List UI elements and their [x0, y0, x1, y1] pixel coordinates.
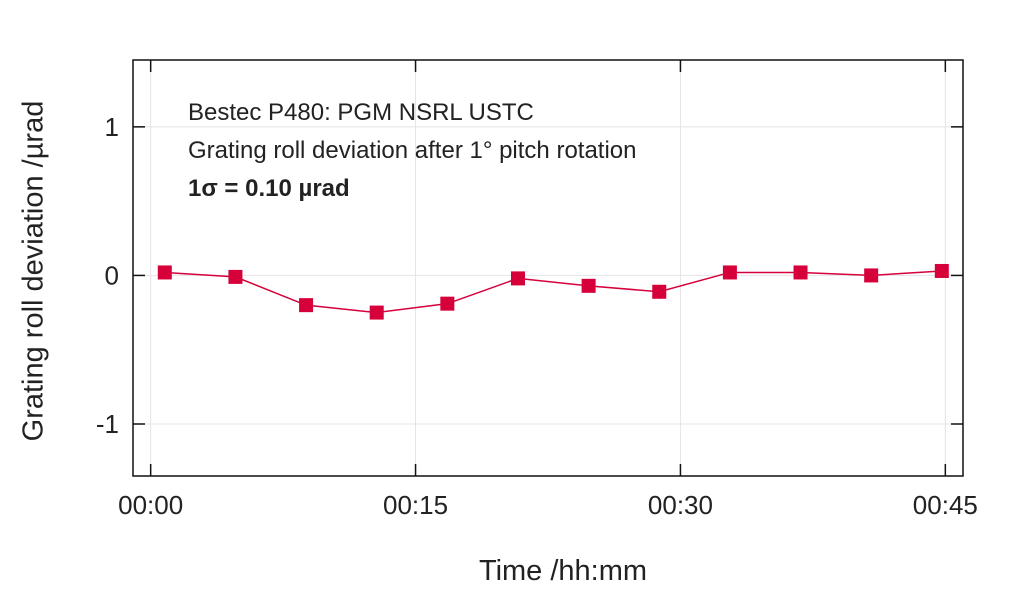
data-point [722, 265, 737, 280]
data-point [299, 298, 314, 313]
data-point [369, 305, 384, 320]
x-tick-label: 00:00 [118, 490, 183, 520]
series-layer [157, 263, 949, 320]
axis-ticks [133, 60, 963, 476]
data-point [228, 269, 243, 284]
y-axis-label: Grating roll deviation /µrad [18, 101, 50, 442]
x-tick-label: 00:15 [383, 490, 448, 520]
plot-frame [132, 59, 964, 477]
annotation-line: 1σ = 0.10 µrad [188, 175, 350, 202]
data-point [510, 271, 525, 286]
annotation-line: Grating roll deviation after 1° pitch ro… [188, 137, 637, 164]
grid-lines [133, 60, 963, 476]
annotation-line: Bestec P480: PGM NSRL USTC [188, 99, 534, 126]
data-point [440, 296, 455, 311]
data-point [157, 265, 172, 280]
annotations: Bestec P480: PGM NSRL USTC Grating roll d… [188, 99, 637, 202]
data-point [652, 284, 667, 299]
data-point [793, 265, 808, 280]
x-tick-label: 00:45 [913, 490, 978, 520]
series-line [164, 270, 942, 314]
tick-labels: 00:00 00:15 00:30 00:45 1 0 -1 [96, 112, 978, 520]
x-tick-label: 00:30 [648, 490, 713, 520]
x-axis-label: Time /hh:mm [479, 555, 647, 587]
data-point [581, 278, 596, 293]
data-point [934, 263, 949, 278]
y-tick-label: -1 [96, 409, 119, 439]
y-tick-label: 0 [105, 260, 119, 290]
y-tick-label: 1 [105, 112, 119, 142]
data-point [864, 268, 879, 283]
